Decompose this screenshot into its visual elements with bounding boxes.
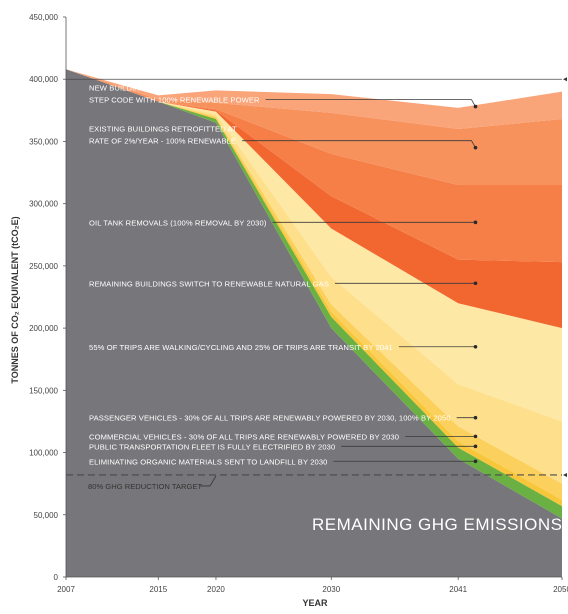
annotation-text: STEP CODE WITH 100% RENEWABLE POWER	[89, 96, 260, 105]
annotation-leader	[265, 99, 476, 107]
y-tick-label: 100,000	[29, 449, 58, 458]
y-tick-label: 50,000	[34, 511, 59, 520]
annotation-leader	[242, 140, 476, 148]
area-eliminating-organic-materials-sent-to-la	[66, 69, 562, 519]
annotation: PASSENGER VEHICLES - 30% OF ALL TRIPS AR…	[89, 414, 478, 423]
y-axis-title: TONNES OF CO₂ EQUIVALENT (tCO₂E)	[10, 216, 20, 383]
annotation-text: EXISTING BUILDINGS RETROFITTED AT	[89, 125, 237, 134]
annotation-text: COMMERCIAL VEHICLES - 30% OF ALL TRIPS A…	[89, 432, 399, 441]
remaining-emissions-label: REMAINING GHG EMISSIONS	[312, 515, 562, 534]
chart-axes: 0 50,000 100,000 150,000 200,000 250,000 300,0…	[29, 13, 568, 594]
reference-marker	[563, 77, 567, 82]
annotation-dot	[473, 281, 478, 286]
annotation-labels: NEW BUILDINGS BUILT TO STEP CODE WITH 100…	[89, 84, 478, 466]
x-tick-label: 2020	[207, 585, 225, 594]
y-tick-label: 0	[54, 573, 59, 582]
annotation-dot	[473, 444, 478, 449]
annotation-dot	[473, 104, 478, 109]
annotation: NEW BUILDINGS BUILT TO STEP CODE WITH 100…	[89, 84, 478, 109]
reference-marker	[563, 472, 567, 477]
y-tick-label: 350,000	[29, 137, 58, 146]
area-existing-buildings-retrofitted-at-rate-o	[66, 69, 562, 185]
area-remaining-buildings-switch-to-renewable-	[66, 69, 562, 329]
y-tick-label: 450,000	[29, 13, 58, 22]
target-line-leader	[200, 475, 217, 487]
annotation-text: ELIMINATING ORGANIC MATERIALS SENT TO LA…	[89, 457, 327, 466]
x-tick-label: 2007	[57, 585, 75, 594]
y-tick-label: 200,000	[29, 324, 58, 333]
x-tick-label: 2030	[322, 585, 340, 594]
target-line-label: 80% GHG REDUCTION TARGET	[88, 482, 202, 491]
area-oil-tank-removals-100-removal-by-2030	[66, 69, 562, 263]
area-commercial-vehicles-30-of-all-trips-are-	[66, 69, 562, 500]
y-tick-label: 400,000	[29, 75, 58, 84]
annotation: ELIMINATING ORGANIC MATERIALS SENT TO LA…	[89, 457, 478, 466]
x-tick-label: 2041	[449, 585, 467, 594]
area-55-of-trips-are-walking-cycling-and-25-o	[66, 69, 562, 422]
annotation: EXISTING BUILDINGS RETROFITTED AT RATE OF…	[89, 125, 478, 150]
annotation-text: NEW BUILDINGS BUILT TO	[89, 84, 187, 93]
x-axis-title: YEAR	[302, 598, 328, 608]
y-tick-label: 150,000	[29, 386, 58, 395]
annotation: 55% OF TRIPS ARE WALKING/CYCLING AND 25%…	[89, 343, 478, 352]
annotation-text: PUBLIC TRANSPORTATION FLEET IS FULLY ELE…	[89, 442, 335, 451]
annotation-dot	[473, 220, 478, 225]
area-passenger-vehicles-30-of-all-trips-are-r	[66, 69, 562, 484]
annotation: REMAINING BUILDINGS SWITCH TO RENEWABLE …	[89, 279, 478, 288]
annotation-dot	[473, 145, 478, 150]
annotation-dot	[473, 459, 478, 464]
annotation-text: RATE OF 2%/YEAR - 100% RENEWABLE	[89, 137, 236, 146]
area-layers	[66, 69, 562, 578]
y-tick-label: 250,000	[29, 262, 58, 271]
x-tick-label: 2050	[553, 585, 568, 594]
annotation-text: PASSENGER VEHICLES - 30% OF ALL TRIPS AR…	[89, 414, 451, 423]
annotation-dot	[473, 434, 478, 439]
annotation: PUBLIC TRANSPORTATION FLEET IS FULLY ELE…	[89, 442, 478, 451]
annotation-dot	[473, 415, 478, 420]
annotation-text: OIL TANK REMOVALS (100% REMOVAL BY 2030)	[89, 218, 267, 227]
reference-lines: 80% GHG REDUCTION TARGET	[66, 77, 567, 491]
annotation-text: 55% OF TRIPS ARE WALKING/CYCLING AND 25%…	[89, 343, 393, 352]
annotation-text: REMAINING BUILDINGS SWITCH TO RENEWABLE …	[89, 279, 329, 288]
y-tick-label: 300,000	[29, 200, 58, 209]
area-remaining-emissions	[66, 69, 562, 578]
annotation: COMMERCIAL VEHICLES - 30% OF ALL TRIPS A…	[89, 432, 478, 441]
x-tick-label: 2015	[149, 585, 167, 594]
area-new-buildings-built-to-step-code-with-10	[66, 69, 562, 129]
annotation-dot	[473, 344, 478, 349]
annotation: OIL TANK REMOVALS (100% REMOVAL BY 2030)	[89, 218, 478, 227]
